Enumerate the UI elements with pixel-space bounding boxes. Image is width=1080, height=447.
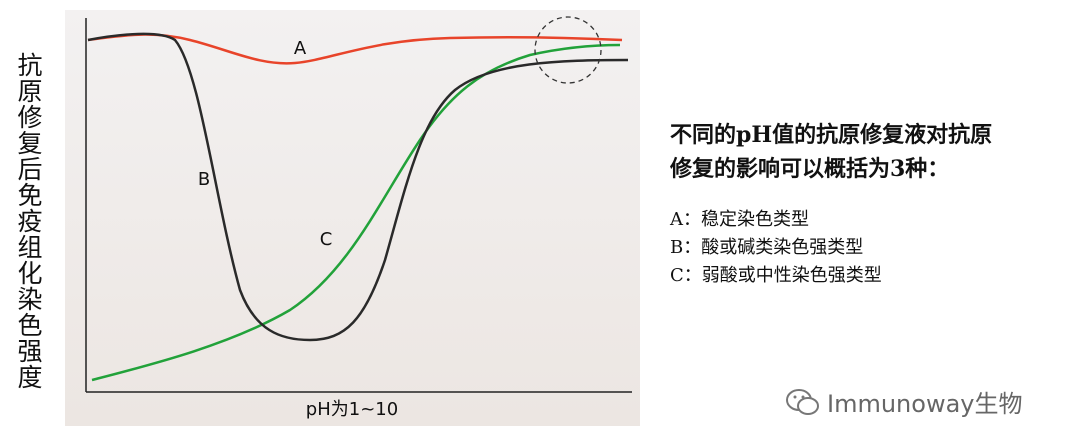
curve-label: A: [294, 38, 307, 59]
legend-item: B：酸或碱类染色强类型: [670, 237, 864, 258]
legend-item: C：弱酸或中性染色强类型: [670, 265, 882, 286]
curve-label: C: [320, 229, 333, 250]
panel: [65, 10, 640, 426]
watermark: Immunoway生物: [785, 384, 1022, 419]
title-line: 不同的pH值的抗原修复液对抗原: [670, 122, 993, 148]
curve-label: B: [198, 169, 210, 190]
title: 不同的pH值的抗原修复液对抗原 修复的影响可以概括为3种：: [670, 118, 992, 186]
x-axis-label: pH为1~10: [306, 399, 398, 420]
legend-list: A：稳定染色类型 B：酸或碱类染色强类型 C：弱酸或中性染色强类型: [670, 206, 882, 290]
watermark-text: Immunoway生物: [827, 390, 1023, 418]
legend-item: A：稳定染色类型: [670, 209, 809, 230]
curve-c: [91, 43, 621, 382]
wechat-icon: [786, 388, 819, 415]
highlight-circle: [534, 16, 602, 84]
curve-b: [87, 32, 629, 342]
title-line: 修复的影响可以概括为3种：: [670, 156, 950, 182]
y-axis-label: 抗原修复后免疫组化染色强度: [14, 52, 43, 390]
